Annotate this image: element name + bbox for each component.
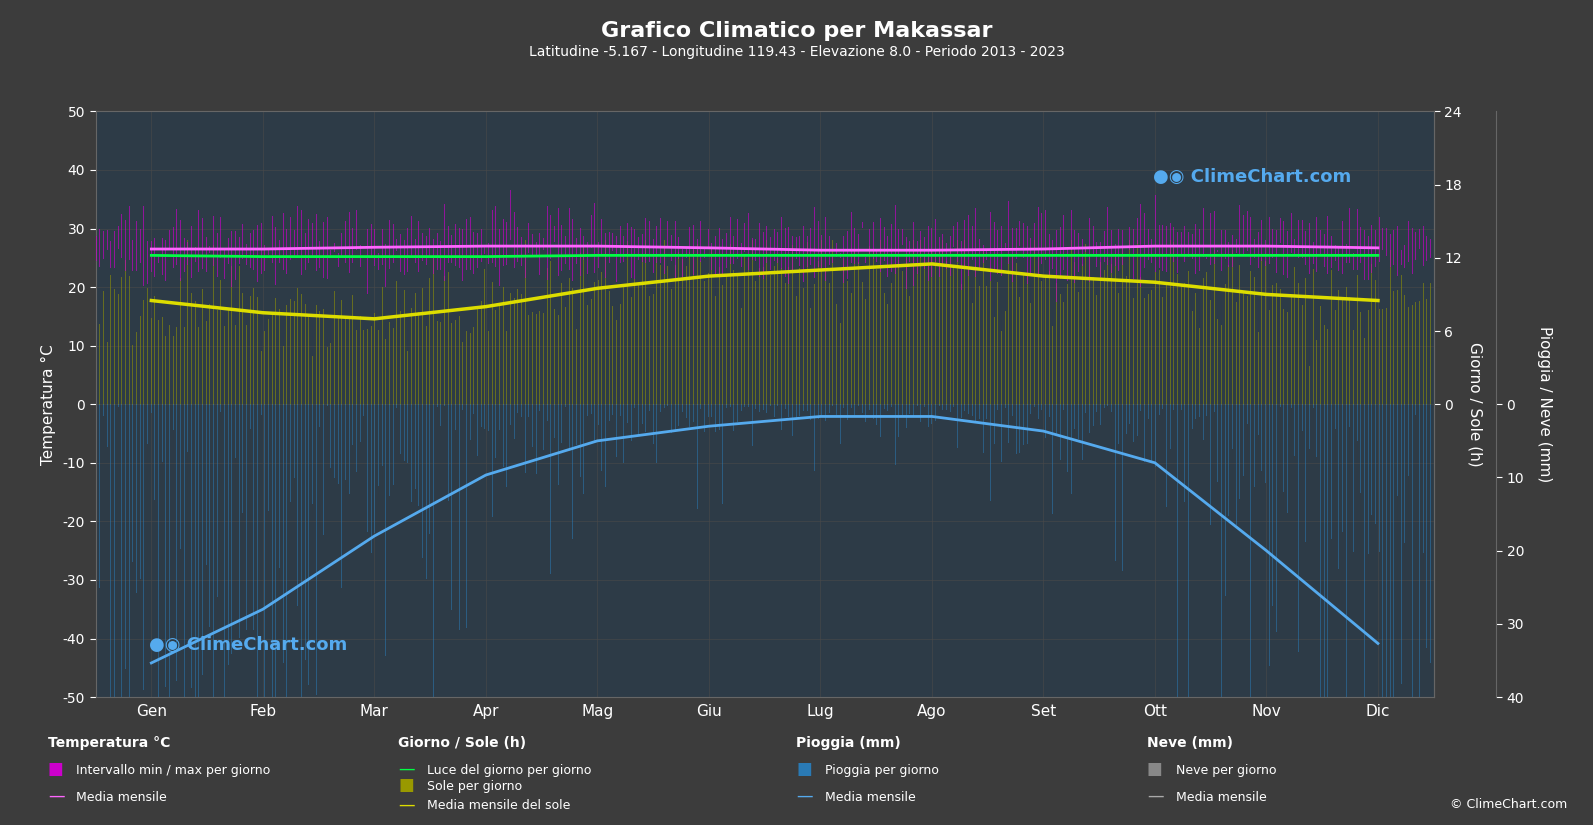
Text: Media mensile: Media mensile xyxy=(825,791,916,804)
Text: —: — xyxy=(796,787,812,805)
Text: Neve (mm): Neve (mm) xyxy=(1147,736,1233,750)
Text: ●◉ ClimeChart.com: ●◉ ClimeChart.com xyxy=(1153,167,1351,186)
Text: ■: ■ xyxy=(398,776,414,794)
Text: ■: ■ xyxy=(796,760,812,778)
Text: —: — xyxy=(1147,787,1163,805)
Text: ■: ■ xyxy=(1147,760,1163,778)
Text: ■: ■ xyxy=(48,760,64,778)
Text: Pioggia (mm): Pioggia (mm) xyxy=(796,736,902,750)
Text: Pioggia per giorno: Pioggia per giorno xyxy=(825,764,938,777)
Text: —: — xyxy=(48,787,64,805)
Text: Temperatura °C: Temperatura °C xyxy=(48,736,170,750)
Text: Luce del giorno per giorno: Luce del giorno per giorno xyxy=(427,764,591,777)
Text: Sole per giorno: Sole per giorno xyxy=(427,780,523,793)
Text: Media mensile del sole: Media mensile del sole xyxy=(427,799,570,813)
Text: © ClimeChart.com: © ClimeChart.com xyxy=(1450,799,1568,812)
Text: Media mensile: Media mensile xyxy=(76,791,167,804)
Y-axis label: Giorno / Sole (h): Giorno / Sole (h) xyxy=(1467,342,1483,467)
Text: Giorno / Sole (h): Giorno / Sole (h) xyxy=(398,736,526,750)
Text: Intervallo min / max per giorno: Intervallo min / max per giorno xyxy=(76,764,271,777)
Text: —: — xyxy=(398,795,414,813)
Text: —: — xyxy=(398,760,414,778)
Text: Grafico Climatico per Makassar: Grafico Climatico per Makassar xyxy=(601,21,992,40)
Text: ●◉ ClimeChart.com: ●◉ ClimeChart.com xyxy=(150,636,347,654)
Text: Neve per giorno: Neve per giorno xyxy=(1176,764,1276,777)
Text: Latitudine -5.167 - Longitudine 119.43 - Elevazione 8.0 - Periodo 2013 - 2023: Latitudine -5.167 - Longitudine 119.43 -… xyxy=(529,45,1064,59)
Y-axis label: Pioggia / Neve (mm): Pioggia / Neve (mm) xyxy=(1537,326,1552,483)
Text: Media mensile: Media mensile xyxy=(1176,791,1266,804)
Y-axis label: Temperatura °C: Temperatura °C xyxy=(41,344,56,464)
